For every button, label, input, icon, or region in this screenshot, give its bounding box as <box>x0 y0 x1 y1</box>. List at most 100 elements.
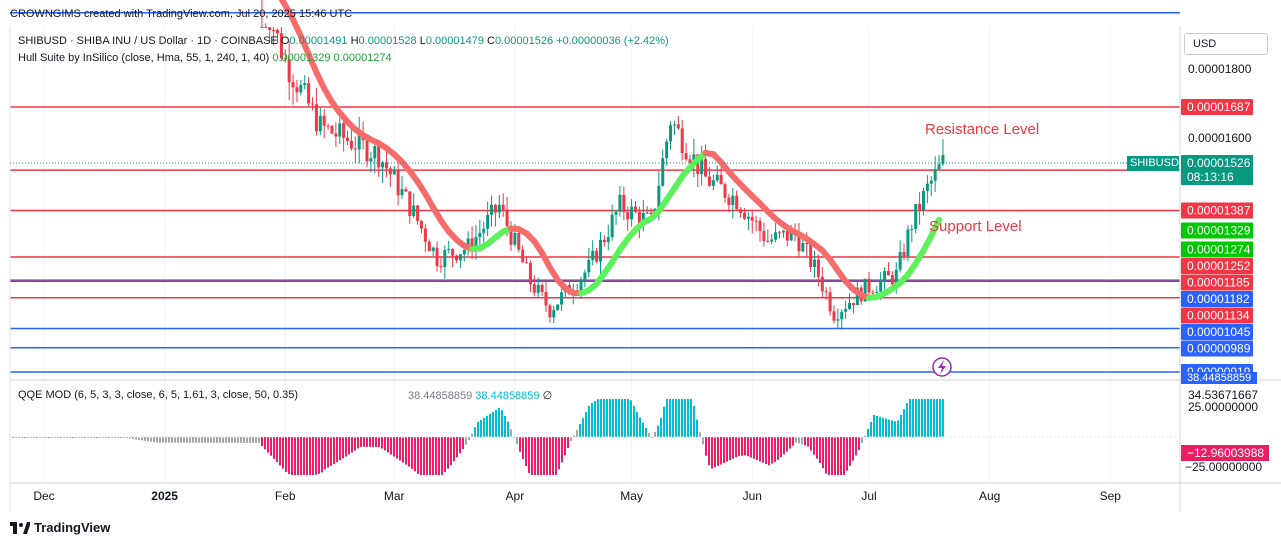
candle[interactable] <box>898 240 902 273</box>
candle[interactable] <box>443 245 447 279</box>
candle[interactable] <box>692 138 696 178</box>
candle[interactable] <box>742 208 746 221</box>
candle[interactable] <box>474 224 478 260</box>
candle[interactable] <box>813 250 817 278</box>
candle[interactable] <box>828 286 832 316</box>
candle[interactable] <box>493 203 497 227</box>
candle[interactable] <box>777 230 781 239</box>
candle[interactable] <box>851 302 855 314</box>
candle[interactable] <box>404 186 408 192</box>
candle[interactable] <box>272 27 276 46</box>
candle[interactable] <box>517 230 521 253</box>
candle[interactable] <box>583 269 587 288</box>
candle[interactable] <box>556 304 560 311</box>
candle[interactable] <box>353 136 357 164</box>
candle[interactable] <box>754 215 758 232</box>
candle[interactable] <box>439 256 443 273</box>
candle[interactable] <box>844 300 848 319</box>
candle[interactable] <box>886 262 890 276</box>
candle[interactable] <box>536 277 540 298</box>
candle[interactable] <box>330 124 334 135</box>
candle[interactable] <box>723 182 727 203</box>
candle[interactable] <box>606 224 610 251</box>
candle[interactable] <box>408 191 412 224</box>
candle[interactable] <box>268 27 272 42</box>
candle[interactable] <box>373 141 377 174</box>
candle[interactable] <box>750 209 754 234</box>
candle[interactable] <box>412 193 416 219</box>
candle[interactable] <box>727 193 731 213</box>
tradingview-logo[interactable]: TradingView <box>10 520 110 535</box>
candle[interactable] <box>840 309 844 330</box>
candle[interactable] <box>684 143 688 161</box>
candle[interactable] <box>875 285 879 294</box>
candle[interactable] <box>766 229 770 243</box>
candle[interactable] <box>318 107 322 136</box>
candle[interactable] <box>322 108 326 139</box>
candle[interactable] <box>521 245 525 263</box>
candle[interactable] <box>455 254 458 263</box>
candle[interactable] <box>816 254 820 287</box>
candle[interactable] <box>307 77 311 107</box>
candle[interactable] <box>902 243 906 261</box>
candle[interactable] <box>388 166 392 187</box>
candle[interactable] <box>715 165 719 183</box>
candle[interactable] <box>540 282 544 297</box>
candle[interactable] <box>427 239 431 252</box>
candle[interactable] <box>458 253 462 269</box>
candle[interactable] <box>275 28 279 44</box>
candle[interactable] <box>832 305 836 324</box>
candle[interactable] <box>676 115 680 130</box>
candle[interactable] <box>910 224 914 243</box>
candle[interactable] <box>260 0 264 28</box>
candle[interactable] <box>762 222 766 247</box>
candle[interactable] <box>291 74 295 105</box>
lightning-icon[interactable] <box>932 357 952 377</box>
candle[interactable] <box>921 187 925 216</box>
candle[interactable] <box>299 79 303 96</box>
candle[interactable] <box>929 176 933 196</box>
hull-legend[interactable]: Hull Suite by InSilico (close, Hma, 55, … <box>18 52 392 64</box>
candle[interactable] <box>552 305 556 324</box>
candle[interactable] <box>937 154 941 170</box>
candle[interactable] <box>785 230 789 247</box>
candle[interactable] <box>295 79 299 103</box>
candle[interactable] <box>614 209 618 225</box>
candle[interactable] <box>941 139 945 167</box>
candle[interactable] <box>357 116 361 164</box>
candle[interactable] <box>400 176 404 199</box>
candle[interactable] <box>918 191 922 225</box>
candle[interactable] <box>770 233 774 245</box>
candle[interactable] <box>925 175 929 204</box>
candle[interactable] <box>544 281 548 313</box>
candle[interactable] <box>595 248 599 264</box>
candle[interactable] <box>735 190 739 211</box>
candle[interactable] <box>781 229 785 238</box>
candle[interactable] <box>906 224 910 262</box>
candle[interactable] <box>525 255 529 264</box>
candle[interactable] <box>501 193 505 217</box>
candle[interactable] <box>731 187 735 219</box>
candle[interactable] <box>560 286 564 311</box>
candle[interactable] <box>680 120 684 161</box>
candle[interactable] <box>264 23 268 28</box>
candle[interactable] <box>820 266 824 298</box>
candle[interactable] <box>634 201 638 214</box>
candle[interactable] <box>774 222 778 243</box>
candle[interactable] <box>381 160 385 183</box>
qqe-legend[interactable]: QQE MOD (6, 5, 3, 3, close, 6, 5, 1.61, … <box>18 389 298 401</box>
candle[interactable] <box>392 165 396 175</box>
candle[interactable] <box>610 204 614 241</box>
candle[interactable] <box>746 212 750 231</box>
candle[interactable] <box>883 267 887 292</box>
candle[interactable] <box>326 123 330 130</box>
candle[interactable] <box>824 287 828 300</box>
candle[interactable] <box>645 206 649 215</box>
symbol-legend[interactable]: SHIBUSD · SHIBA INU / US Dollar · 1D · C… <box>18 35 669 47</box>
candle[interactable] <box>423 224 427 253</box>
candle[interactable] <box>369 151 373 173</box>
candle[interactable] <box>486 201 490 237</box>
candle[interactable] <box>346 130 350 146</box>
candle[interactable] <box>490 195 494 227</box>
candle[interactable] <box>478 219 482 250</box>
